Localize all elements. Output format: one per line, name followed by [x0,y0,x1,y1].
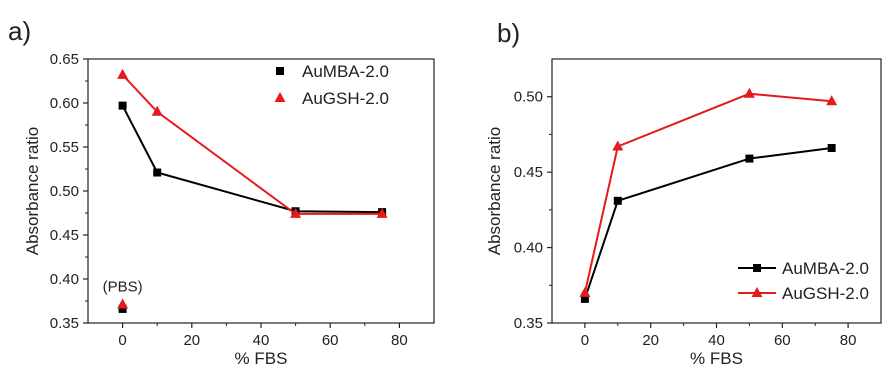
y-axis-title: Absorbance ratio [23,127,42,256]
series-line [121,74,383,215]
y-axis-title: Absorbance ratio [485,127,504,256]
panel-label: b) [497,18,520,48]
chart-panel-b: b) 0 20 40 60 80 0.35 0.40 0.45 0.50 % FBS Absorban… [485,18,882,368]
data-point [118,101,127,110]
x-axis-title: % FBS [235,349,288,368]
x-tick-label: 80 [840,332,857,349]
series-aumba-2.0 [118,101,387,217]
y-tick-label: 0.40 [50,271,79,288]
y-tick-label: 0.45 [50,227,79,244]
data-point [580,294,589,303]
pbs-annotation: (PBS) [103,279,143,296]
series-line [583,147,832,300]
data-point [745,154,754,163]
pbs-point [118,304,127,313]
y-tick-label: 0.35 [50,315,79,332]
series-aumba-2.0 [580,144,836,303]
y-tick-label: 0.60 [50,95,79,112]
y-tick-label: 0.55 [50,139,79,156]
series-line [583,92,832,294]
data-point [826,95,838,106]
x-axis-title: % FBS [690,349,743,368]
data-point [613,196,622,205]
legend-marker [274,92,286,102]
legend-marker [753,264,761,272]
y-tick-label: 0.65 [50,51,79,68]
series-line [121,105,383,214]
data-point [376,207,388,218]
data-point [153,168,162,177]
x-tick-label: 60 [774,332,791,349]
x-tick-label: 80 [391,332,408,349]
data-point [743,87,755,98]
data-point [151,105,163,116]
legend-label: AuGSH-2.0 [302,89,389,108]
y-tick-label: 0.45 [514,164,543,181]
data-point [290,207,302,218]
x-tick-label: 20 [183,332,200,349]
y-tick-label: 0.50 [50,183,79,200]
legend-marker [751,287,763,297]
chart-panel-a: a) 0 20 40 60 80 0.35 0.40 0.45 0.50 0.55 0.60 0.65%… [8,16,435,368]
panel-label: a) [8,16,31,46]
legend-label: AuMBA-2.0 [782,259,869,278]
data-point [117,68,129,79]
data-point [827,144,836,153]
pbs-point [117,298,129,309]
x-tick-label: 60 [322,332,339,349]
data-point [579,286,591,297]
x-tick-label: 20 [642,332,659,349]
legend-label: AuMBA-2.0 [302,62,389,81]
data-point [612,140,624,151]
y-tick-label: 0.40 [514,240,543,257]
x-tick-label: 0 [118,332,126,349]
legend-label: AuGSH-2.0 [782,284,869,303]
y-tick-label: 0.50 [514,89,543,106]
series-augsh-2.0 [117,68,388,218]
legend-marker [276,67,284,75]
x-tick-label: 0 [581,332,589,349]
x-tick-label: 40 [708,332,725,349]
x-tick-label: 40 [253,332,270,349]
series-augsh-2.0 [579,87,838,297]
y-tick-label: 0.35 [514,315,543,332]
